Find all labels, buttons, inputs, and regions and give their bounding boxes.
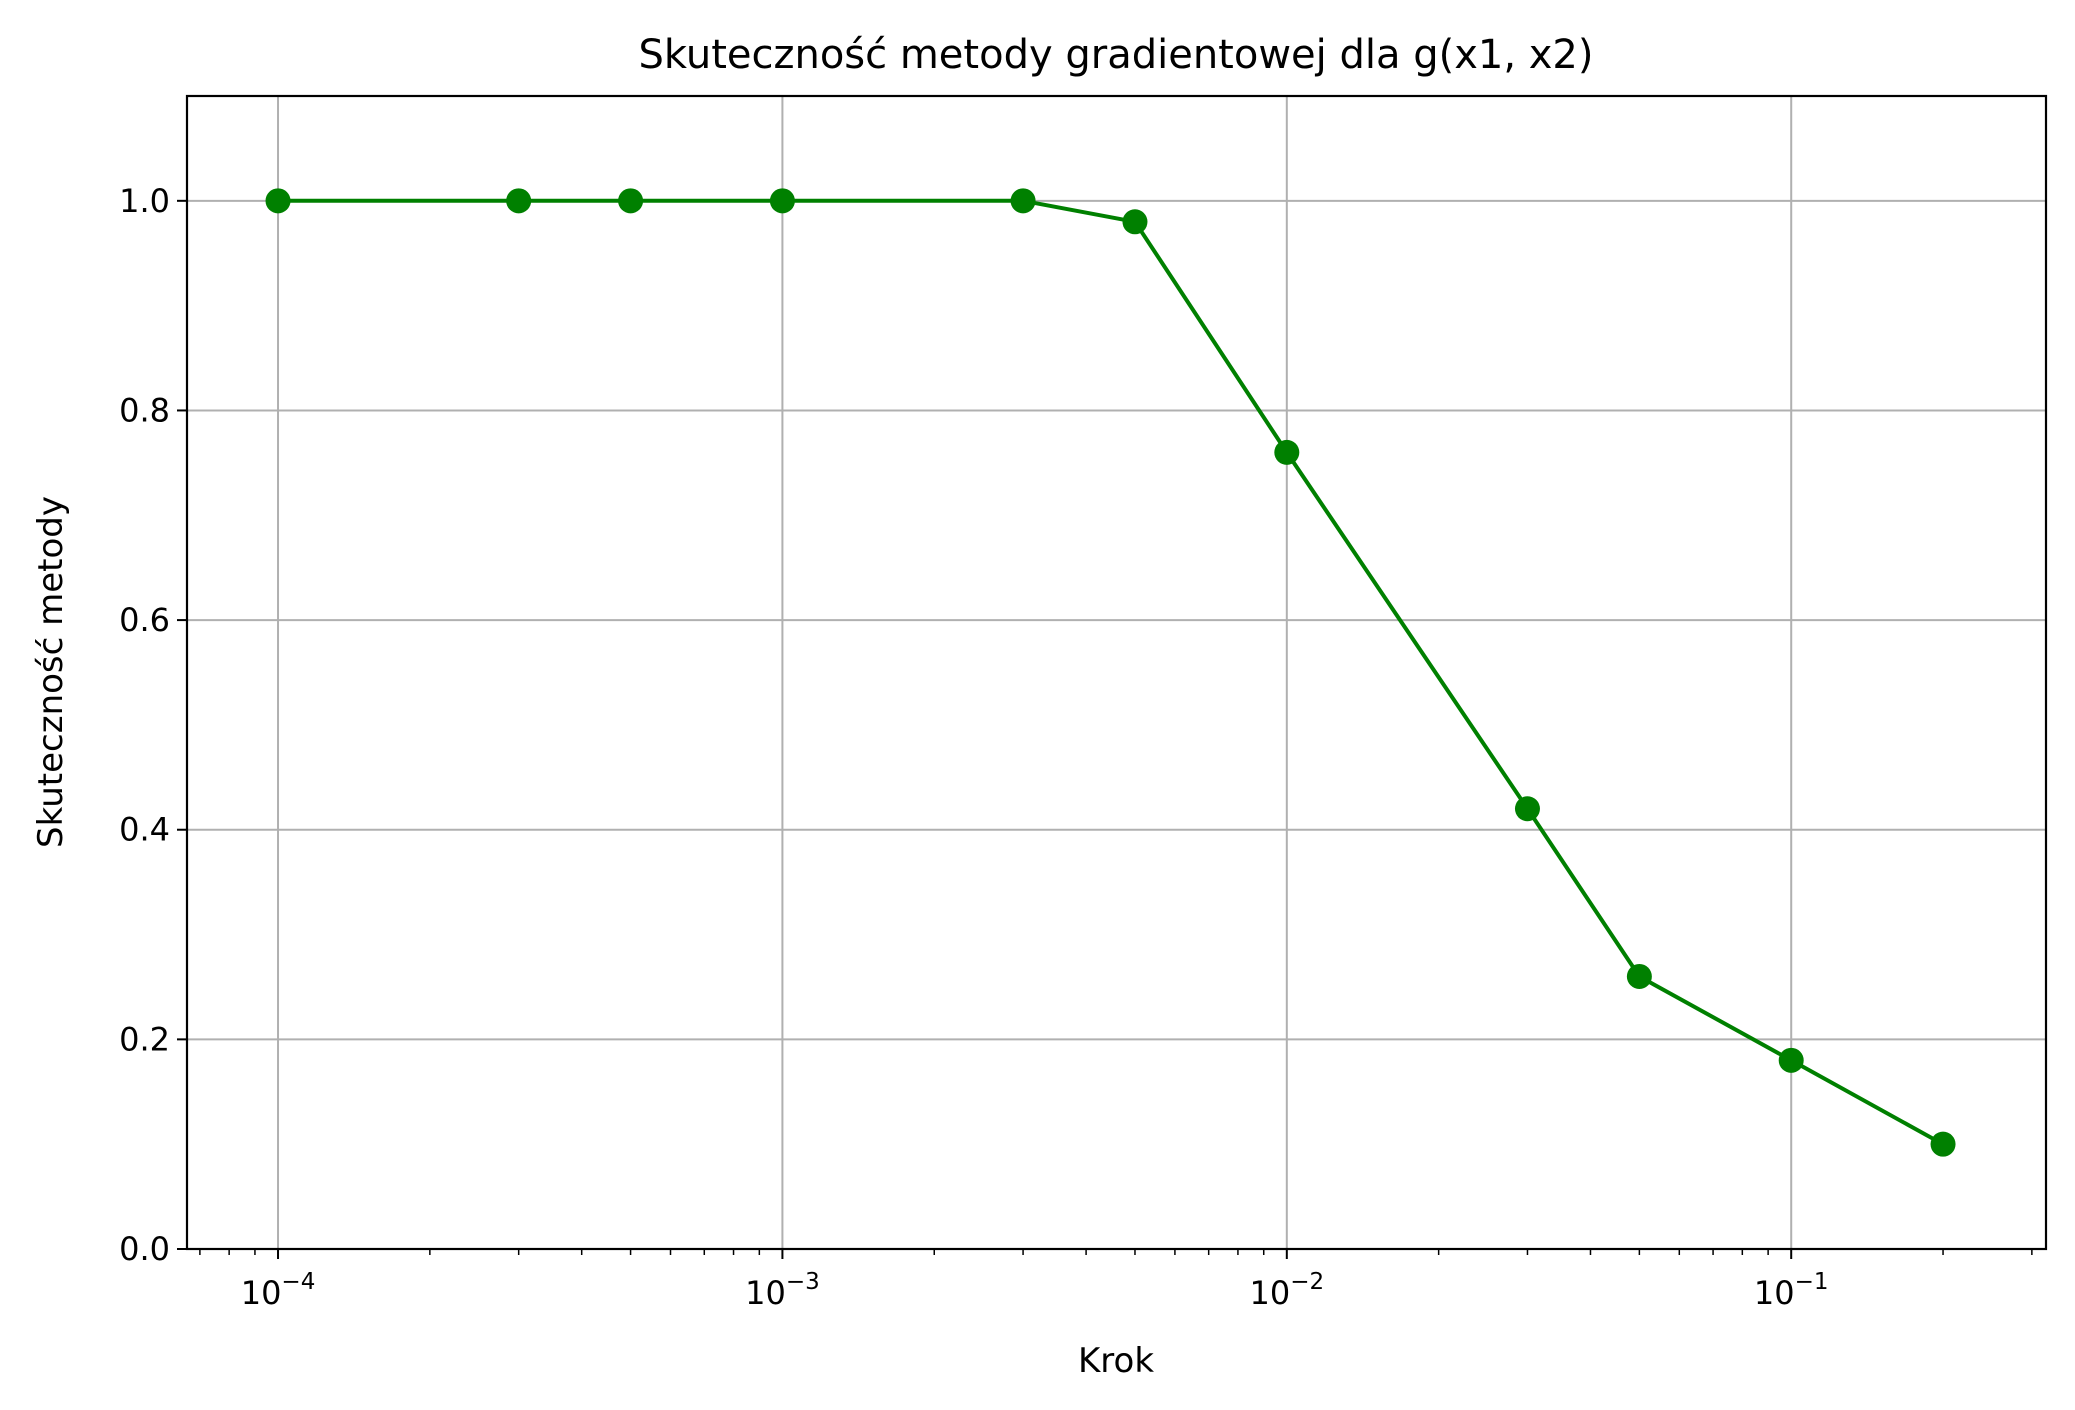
data-point: [1626, 963, 1652, 989]
chart-title: Skuteczność metody gradientowej dla g(x1…: [639, 32, 1594, 78]
data-point: [1010, 188, 1036, 214]
data-point: [1778, 1047, 1804, 1073]
y-tick-label: 0.4: [119, 811, 170, 849]
data-point: [1274, 439, 1300, 465]
y-tick-label: 0.8: [119, 391, 170, 429]
x-tick-base: 10: [1754, 1274, 1795, 1312]
data-point: [769, 188, 795, 214]
data-point: [1122, 209, 1148, 235]
data-point: [1514, 796, 1540, 822]
y-tick-label: 1.0: [119, 182, 170, 220]
y-tick-label: 0.2: [119, 1020, 170, 1058]
y-axis-ticks: 0.0 0.2 0.4 0.6 0.8 1.0: [119, 182, 187, 1268]
y-axis-label: Skuteczność metody: [31, 496, 71, 848]
y-tick-label: 0.0: [119, 1230, 170, 1268]
y-tick-label: 0.6: [119, 601, 170, 639]
x-tick-exponent: −3: [786, 1269, 820, 1295]
data-point: [506, 188, 532, 214]
x-tick-label: 10−3: [745, 1269, 820, 1312]
x-tick-label: 10−1: [1754, 1269, 1829, 1312]
x-tick-exponent: −1: [1795, 1269, 1829, 1295]
x-tick-base: 10: [241, 1274, 282, 1312]
data-point: [265, 188, 291, 214]
data-point: [1930, 1131, 1956, 1157]
data-point: [618, 188, 644, 214]
x-axis-label: Krok: [1078, 1341, 1154, 1381]
x-tick-exponent: −4: [281, 1269, 315, 1295]
plot-frame: [185, 94, 2048, 1251]
x-tick-base: 10: [745, 1274, 786, 1312]
x-tick-base: 10: [1249, 1274, 1290, 1312]
x-axis-ticks: 10−4 10−3 10−2 10−1: [199, 1249, 2033, 1312]
series-markers: [265, 188, 1956, 1157]
x-tick-label: 10−4: [241, 1269, 316, 1312]
x-tick-exponent: −2: [1290, 1269, 1324, 1295]
x-tick-label: 10−2: [1249, 1269, 1324, 1312]
